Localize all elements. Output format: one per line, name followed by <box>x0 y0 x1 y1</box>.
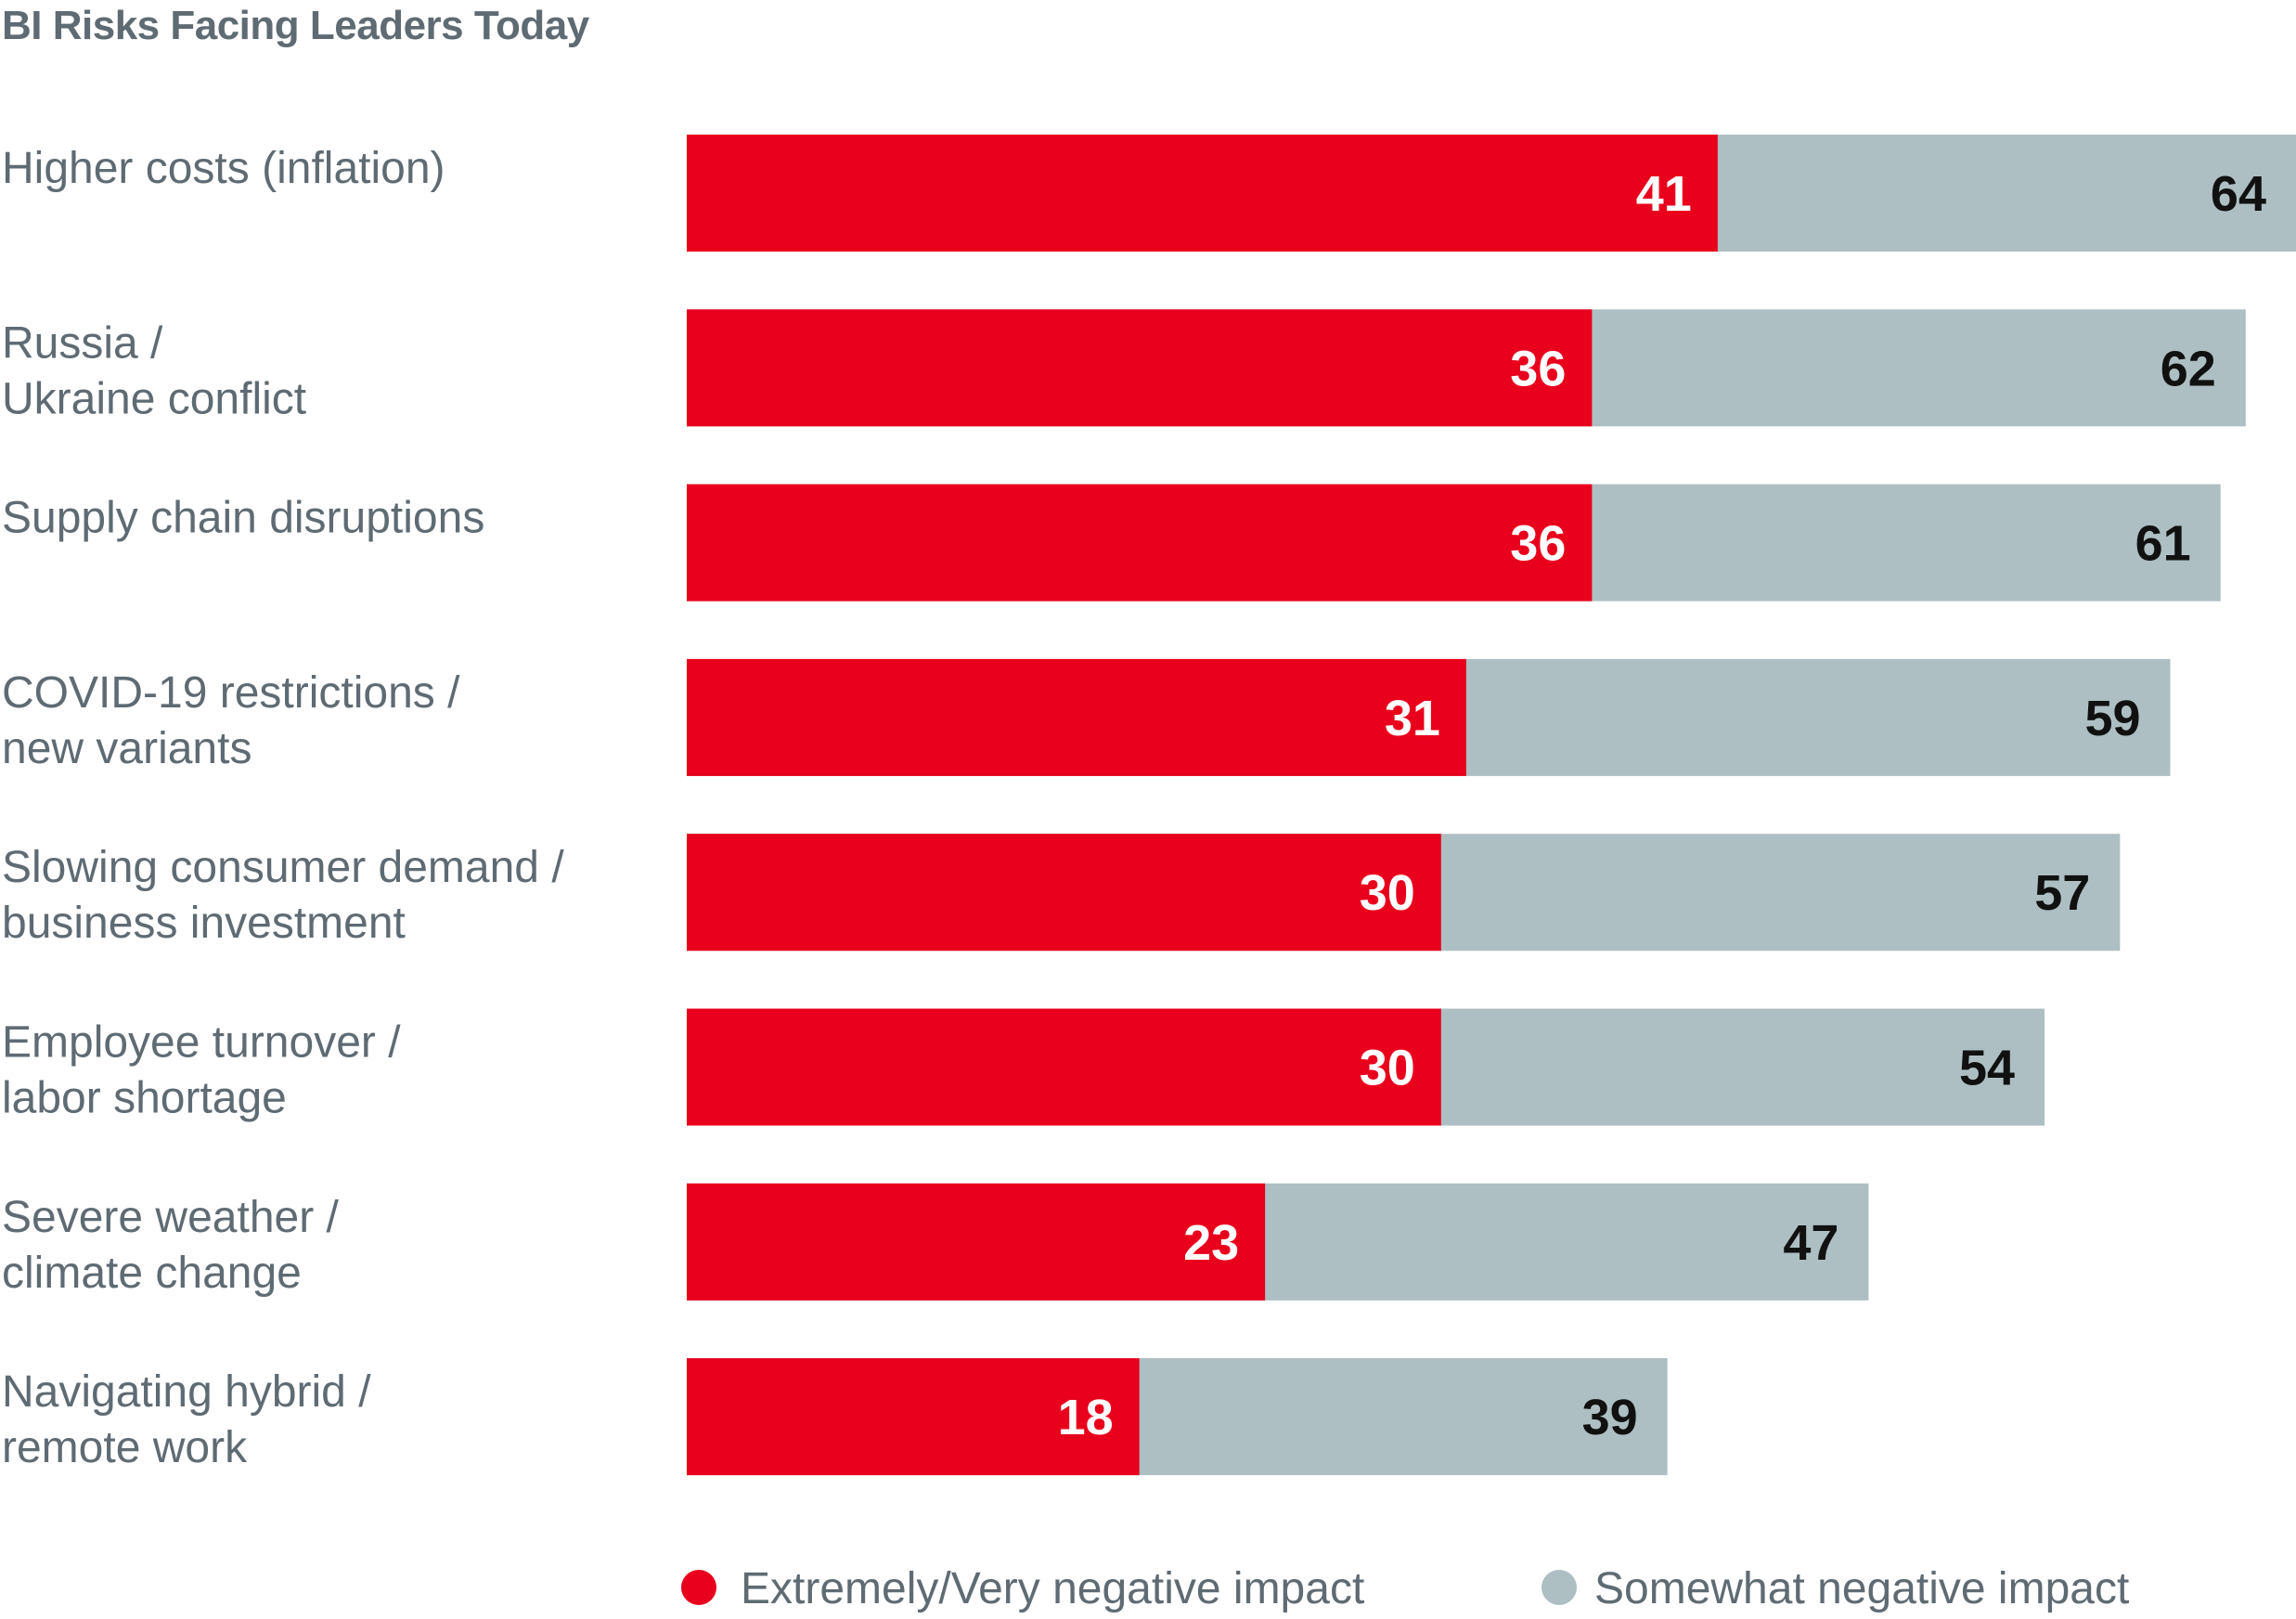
category-label-line: Russia / <box>2 318 163 368</box>
legend-label-extremely: Extremely/Very negative impact <box>741 1564 1364 1613</box>
value-label-somewhat-6: 47 <box>1783 1215 1838 1271</box>
category-label-line: Employee turnover / <box>2 1018 401 1068</box>
category-label-line: labor shortage <box>2 1074 287 1123</box>
value-label-somewhat-1: 62 <box>2161 341 2216 396</box>
category-label-6: Severe weather / climate change <box>2 1193 340 1298</box>
category-labels: Higher costs (inflation) Russia / Ukraine … <box>2 144 564 1472</box>
category-label-line: Supply chain disruptions <box>2 494 484 543</box>
category-label-line: climate change <box>2 1249 302 1298</box>
category-label-2: Supply chain disruptions <box>2 494 484 543</box>
bar-extremely-3 <box>687 658 1466 776</box>
category-label-line: business investment <box>2 899 406 948</box>
value-label-extremely-4: 30 <box>1360 865 1415 921</box>
value-label-somewhat-0: 64 <box>2211 166 2266 222</box>
category-label-line: new variants <box>2 724 252 773</box>
value-label-extremely-7: 18 <box>1058 1390 1114 1445</box>
category-label-3: COVID-19 restrictions / new variants <box>2 668 460 773</box>
bars-layer: 64 41 62 36 61 36 59 31 57 30 54 30 47 23 39 18 <box>687 135 2296 1476</box>
category-label-0: Higher costs (inflation) <box>2 144 445 193</box>
bar-extremely-0 <box>687 135 1718 252</box>
bar-extremely-4 <box>687 834 1441 952</box>
category-label-1: Russia / Ukraine conflict <box>2 318 306 423</box>
category-label-line: Slowing consumer demand / <box>2 843 564 892</box>
value-label-somewhat-2: 61 <box>2135 516 2191 572</box>
chart-title: BI Risks Facing Leaders Today <box>2 3 589 48</box>
bar-extremely-1 <box>687 309 1593 427</box>
value-label-extremely-5: 30 <box>1360 1041 1415 1096</box>
value-label-extremely-0: 41 <box>1636 166 1692 222</box>
category-label-5: Employee turnover / labor shortage <box>2 1018 401 1123</box>
category-label-line: Ukraine conflict <box>2 374 306 423</box>
value-label-extremely-3: 31 <box>1385 691 1440 746</box>
bar-extremely-5 <box>687 1008 1441 1126</box>
value-label-somewhat-3: 59 <box>2084 691 2140 746</box>
category-label-line: Higher costs (inflation) <box>2 144 445 193</box>
bar-extremely-2 <box>687 484 1593 602</box>
legend-swatch-extremely <box>681 1570 716 1605</box>
category-label-line: Severe weather / <box>2 1193 340 1242</box>
value-label-extremely-6: 23 <box>1183 1215 1239 1271</box>
value-label-somewhat-5: 54 <box>1959 1041 2015 1096</box>
category-label-7: Navigating hybrid / remote work <box>2 1367 371 1472</box>
legend-swatch-somewhat <box>1541 1570 1577 1605</box>
category-label-line: Navigating hybrid / <box>2 1367 371 1417</box>
value-label-extremely-2: 36 <box>1510 516 1566 572</box>
bar-extremely-6 <box>687 1183 1266 1301</box>
category-label-4: Slowing consumer demand / business invest… <box>2 843 564 948</box>
value-label-extremely-1: 36 <box>1510 341 1566 396</box>
category-label-line: COVID-19 restrictions / <box>2 668 460 718</box>
legend: Extremely/Very negative impact Somewhat n… <box>681 1564 2129 1613</box>
category-label-line: remote work <box>2 1423 248 1472</box>
legend-label-somewhat: Somewhat negative impact <box>1594 1564 2129 1613</box>
value-label-somewhat-7: 39 <box>1582 1390 1638 1445</box>
bar-extremely-7 <box>687 1358 1140 1476</box>
value-label-somewhat-4: 57 <box>2034 865 2090 921</box>
